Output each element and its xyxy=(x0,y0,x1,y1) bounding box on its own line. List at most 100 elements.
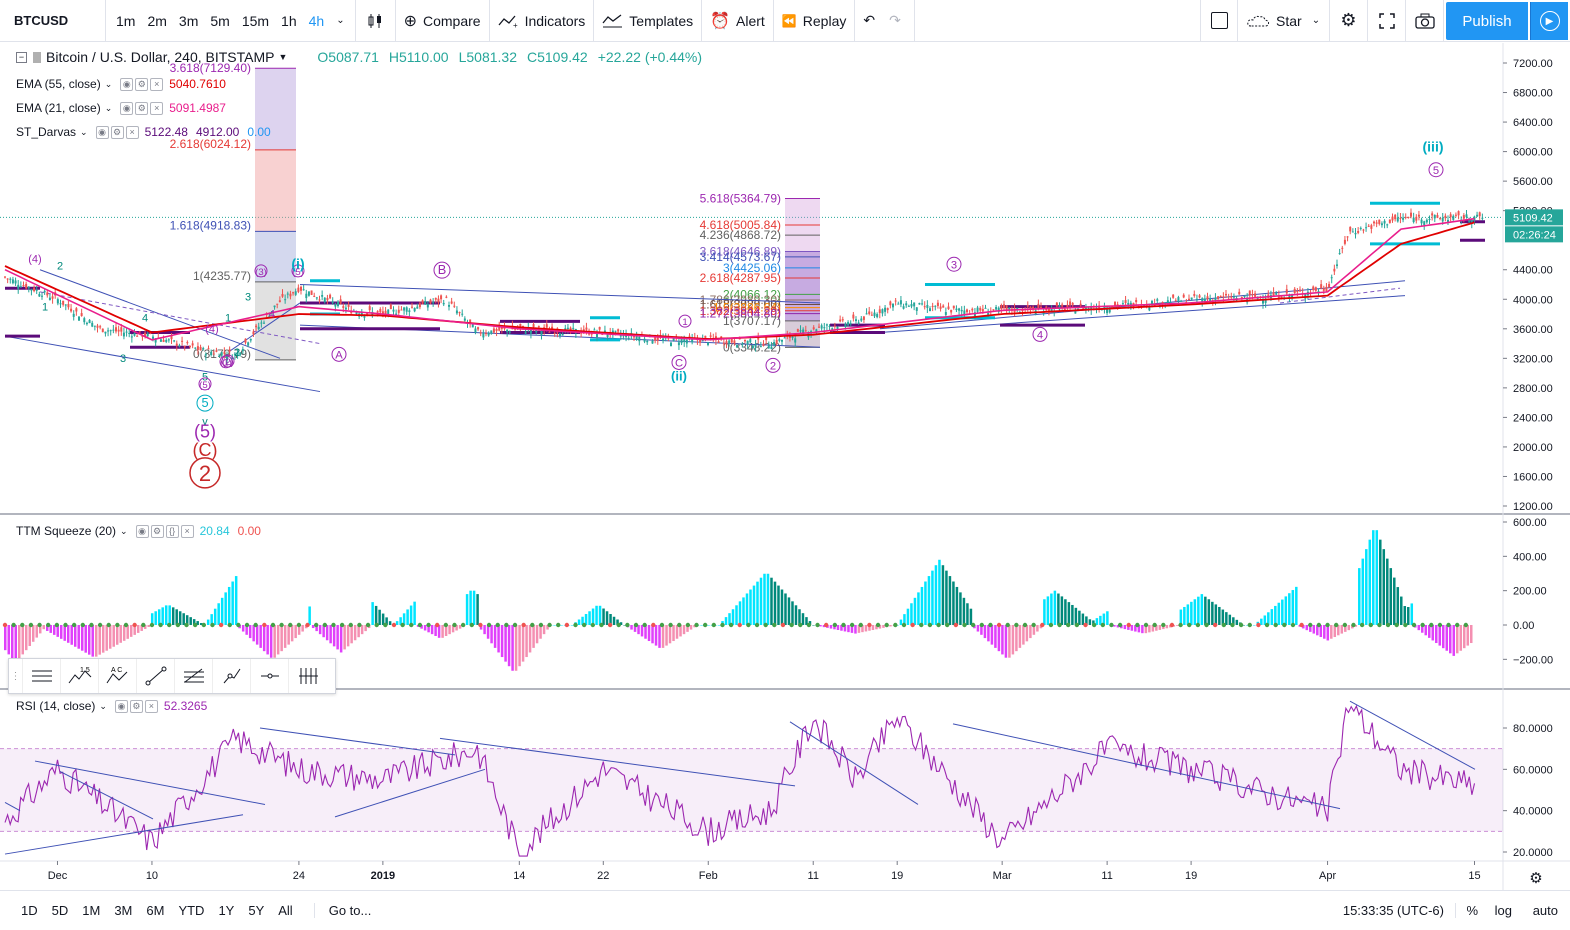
close-icon[interactable]: × xyxy=(180,524,194,538)
range-3m[interactable]: 3M xyxy=(114,903,133,918)
eye-icon[interactable]: ◉ xyxy=(120,77,134,91)
range-all[interactable]: All xyxy=(278,903,293,918)
interval-4h[interactable]: 4h xyxy=(308,12,325,29)
layout-select-button[interactable] xyxy=(1200,0,1238,42)
compare-button[interactable]: ⊕ Compare xyxy=(396,0,490,42)
svg-text:A C: A C xyxy=(111,667,122,674)
symbol-title[interactable]: Bitcoin / U.S. Dollar, 240, BITSTAMP xyxy=(46,49,275,65)
chart-area[interactable]: 7200.006800.006400.006000.005600.005200.… xyxy=(0,43,1570,896)
chevron-down-icon[interactable]: ⌄ xyxy=(99,700,107,711)
candle-body xyxy=(799,330,802,332)
interval-5m[interactable]: 5m xyxy=(210,12,230,29)
chevron-down-icon[interactable]: ⌄ xyxy=(104,78,113,89)
range-1y[interactable]: 1Y xyxy=(218,903,235,918)
goto-button[interactable]: Go to... xyxy=(313,903,371,918)
gear-icon[interactable]: ⚙ xyxy=(135,101,149,115)
ttm-bar xyxy=(1221,609,1225,625)
elliott-impulse-tool-icon[interactable]: 1 5 xyxy=(61,659,99,693)
eye-icon[interactable]: ◉ xyxy=(95,125,109,139)
gear-icon[interactable]: ⚙ xyxy=(129,699,143,713)
snapshot-button[interactable] xyxy=(1406,0,1444,42)
horizontal-lines-tool-icon[interactable] xyxy=(23,659,61,693)
redo-icon[interactable]: ↷ xyxy=(889,12,901,28)
elliott-abc-tool-icon[interactable]: A C xyxy=(99,659,137,693)
squeeze-dot xyxy=(1463,622,1469,628)
range-ytd[interactable]: YTD xyxy=(178,903,205,918)
darvas-legend[interactable]: ST_Darvas ⌄ ◉ ⚙ × 5122.48 4912.00 0.00 xyxy=(16,125,279,139)
interval-1h[interactable]: 1h xyxy=(281,12,297,29)
indicators-button[interactable]: + Indicators xyxy=(490,0,595,42)
interval-1m[interactable]: 1m xyxy=(116,12,136,29)
undo-icon[interactable]: ↶ xyxy=(863,12,876,28)
candle-body xyxy=(1383,220,1386,224)
gear-icon[interactable]: ⚙ xyxy=(150,524,164,538)
braces-icon[interactable]: {} xyxy=(165,524,179,538)
interval-2m[interactable]: 2m xyxy=(147,12,167,29)
interval-3m[interactable]: 3m xyxy=(178,12,199,29)
range-6m[interactable]: 6M xyxy=(146,903,165,918)
wave-circle xyxy=(221,354,235,368)
drag-handle[interactable]: ⋮ xyxy=(9,659,23,693)
interval-15m[interactable]: 15m xyxy=(241,12,270,29)
publish-button[interactable]: Publish xyxy=(1446,2,1528,40)
ema55-legend[interactable]: EMA (55, close) ⌄ ◉ ⚙ × 5040.7610 xyxy=(16,77,234,91)
squeeze-dot xyxy=(106,622,111,628)
chart-type-button[interactable] xyxy=(356,0,396,42)
collapse-icon[interactable]: − xyxy=(16,51,27,63)
ttm-bar xyxy=(1452,625,1456,656)
time-tick-label: 24 xyxy=(293,870,305,882)
alert-button[interactable]: ⏰ Alert xyxy=(702,0,774,42)
candle-body xyxy=(818,326,820,328)
chart-canvas[interactable]: 7200.006800.006400.006000.005600.005200.… xyxy=(0,43,1570,896)
ttm-bar xyxy=(52,625,56,635)
ttm-bar xyxy=(1193,599,1197,625)
settings-button[interactable]: ⚙ xyxy=(1330,0,1368,42)
close-icon[interactable]: × xyxy=(125,125,139,139)
eye-icon[interactable]: ◉ xyxy=(135,524,149,538)
chevron-down-icon[interactable]: ⌄ xyxy=(80,126,88,137)
symbol-search[interactable]: BTCUSD xyxy=(0,0,106,42)
log-toggle[interactable]: log xyxy=(1494,903,1512,918)
range-1d[interactable]: 1D xyxy=(21,903,38,918)
fib-tool-icon[interactable] xyxy=(175,659,213,693)
gear-icon[interactable]: ⚙ xyxy=(110,125,124,139)
close-icon[interactable]: × xyxy=(150,77,164,91)
candle-body xyxy=(1433,215,1436,219)
chevron-down-icon[interactable]: ⌄ xyxy=(120,525,128,536)
ttm-bar xyxy=(430,625,434,635)
ema21-label: EMA (21, close) xyxy=(16,101,101,115)
range-1m[interactable]: 1M xyxy=(82,903,101,918)
squeeze-dot xyxy=(737,622,742,628)
percent-toggle[interactable]: % xyxy=(1455,903,1478,918)
more-tools-icon[interactable] xyxy=(289,659,327,693)
range-5d[interactable]: 5D xyxy=(51,903,69,918)
trend-line-tool-icon[interactable] xyxy=(137,659,175,693)
candle-body xyxy=(392,309,395,312)
eye-icon[interactable]: ◉ xyxy=(120,101,134,115)
chevron-down-icon[interactable]: ⌄ xyxy=(336,15,345,26)
eye-icon[interactable]: ◉ xyxy=(114,699,128,713)
close-icon[interactable]: × xyxy=(144,699,158,713)
replay-button[interactable]: ⏪ Replay xyxy=(774,0,856,42)
gear-icon[interactable]: ⚙ xyxy=(135,77,149,91)
candle-body xyxy=(1143,305,1146,307)
path-tool-icon[interactable] xyxy=(213,659,251,693)
templates-button[interactable]: Templates xyxy=(594,0,703,42)
range-5y[interactable]: 5Y xyxy=(248,903,265,918)
publish-menu-button[interactable]: ▶ xyxy=(1530,2,1568,40)
star-button[interactable]: Star ⌄ xyxy=(1238,0,1330,42)
candle-body xyxy=(223,352,226,354)
undo-redo-group: ↶ ↷ xyxy=(855,0,916,42)
close-icon[interactable]: × xyxy=(150,101,164,115)
ttm-legend[interactable]: TTM Squeeze (20) ⌄ ◉ ⚙{} × 20.84 0.00 xyxy=(16,524,269,538)
rsi-legend[interactable]: RSI (14, close) ⌄ ◉ ⚙ × 52.3265 xyxy=(16,699,215,713)
chevron-down-icon[interactable]: ⌄ xyxy=(104,102,113,113)
candle-body xyxy=(1351,231,1354,233)
price-tick-label: 4000.00 xyxy=(1513,294,1553,306)
ttm-bar xyxy=(269,625,273,658)
chevron-down-icon[interactable]: ▼ xyxy=(278,52,288,62)
horizontal-ray-tool-icon[interactable] xyxy=(251,659,289,693)
ema21-legend[interactable]: EMA (21, close) ⌄ ◉ ⚙ × 5091.4987 xyxy=(16,101,234,115)
fullscreen-button[interactable] xyxy=(1368,0,1406,42)
auto-toggle[interactable]: auto xyxy=(1532,903,1558,918)
